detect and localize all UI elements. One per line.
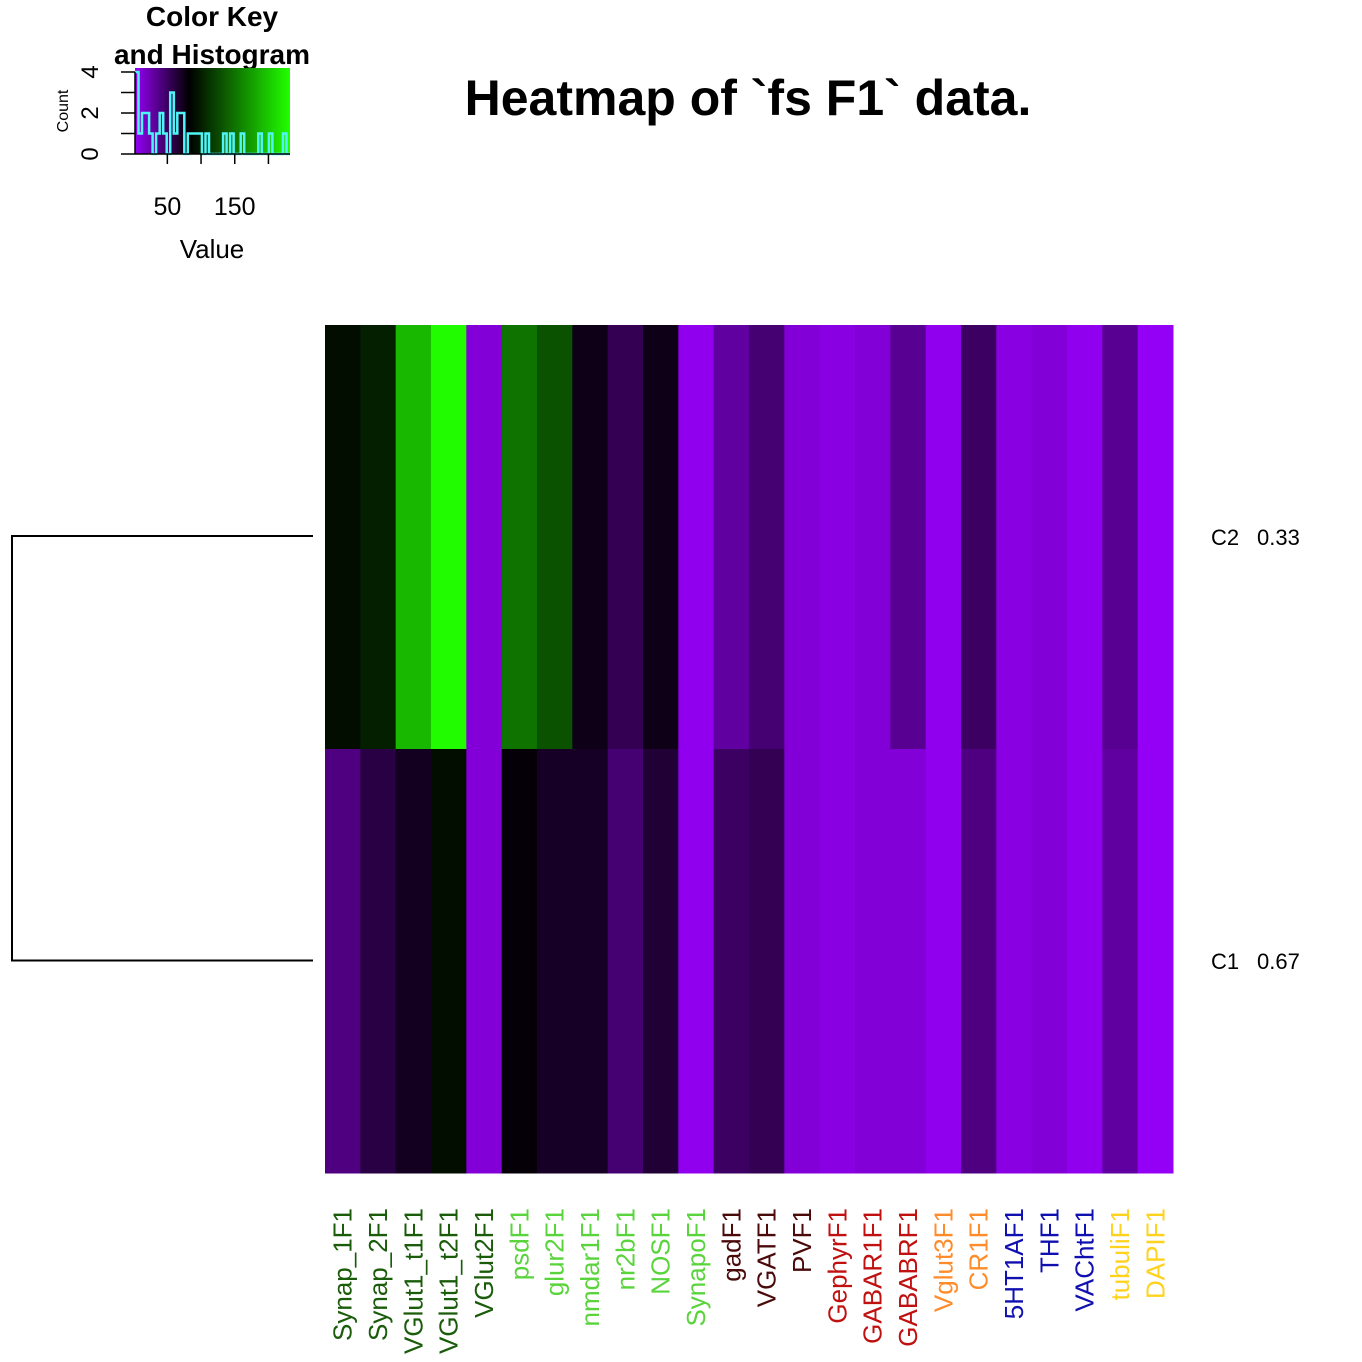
column-label: nmdar1F1 xyxy=(575,1208,605,1327)
heatmap-cell xyxy=(1137,325,1174,750)
heatmap-cell xyxy=(572,749,609,1174)
column-label: THF1 xyxy=(1034,1208,1064,1273)
heatmap-cell xyxy=(678,325,715,750)
heatmap-cell xyxy=(607,749,644,1174)
heatmap-cell xyxy=(1102,749,1139,1174)
column-label: nr2bF1 xyxy=(610,1208,640,1290)
heatmap-cell xyxy=(431,749,467,1174)
heatmap-cell xyxy=(431,325,467,750)
color-key-xlabel: Value xyxy=(180,234,245,264)
column-label: Synap_2F1 xyxy=(363,1208,393,1341)
heatmap-cell xyxy=(819,749,856,1174)
y-tick-label: 4 xyxy=(77,65,104,78)
heatmap-cell xyxy=(749,325,785,750)
heatmap-cell xyxy=(1067,749,1103,1174)
column-label: VAChtF1 xyxy=(1070,1208,1100,1312)
heatmap-cell xyxy=(325,749,361,1174)
row-fraction: 0.33 xyxy=(1257,525,1300,550)
heatmap-cell xyxy=(1067,325,1103,750)
column-labels: Synap_1F1 Synap_2F1 VGlut1_t1F1 VGlut1_t2F1… xyxy=(328,1208,1171,1354)
heatmap-cell xyxy=(1137,749,1174,1174)
column-label: VGlut1_t2F1 xyxy=(434,1208,464,1354)
heatmap-cell xyxy=(572,325,609,750)
heatmap-cell xyxy=(784,749,821,1174)
column-label: GABAR1F1 xyxy=(858,1208,888,1344)
heatmap-cell xyxy=(607,325,644,750)
heatmap-cell xyxy=(360,325,397,750)
color-key-title: Color Key xyxy=(146,1,279,32)
heatmap-cell xyxy=(961,749,997,1174)
column-label: Vglut3F1 xyxy=(928,1208,958,1312)
dendrogram-branch xyxy=(11,535,313,962)
color-key: Color Key and Histogram 50 150 0 2 4 Value C… xyxy=(55,1,310,264)
heatmap-cell xyxy=(537,749,573,1174)
column-label: PVF1 xyxy=(787,1208,817,1273)
column-label: psdF1 xyxy=(504,1208,534,1280)
row-labels: C2 0.33 C1 0.67 xyxy=(1211,525,1300,974)
heatmap-cell xyxy=(1031,749,1068,1174)
x-tick-label: 50 xyxy=(153,193,181,221)
heatmap-cell xyxy=(819,325,856,750)
y-tick-label: 0 xyxy=(77,147,104,160)
column-label: CR1F1 xyxy=(964,1208,994,1290)
heatmap-cell xyxy=(996,749,1033,1174)
row-dendrogram xyxy=(11,535,313,962)
color-key-subtitle: and Histogram xyxy=(114,39,310,70)
heatmap-cell xyxy=(855,325,891,750)
column-label: VGATF1 xyxy=(752,1208,782,1307)
column-label: Synap_1F1 xyxy=(328,1208,358,1341)
heatmap-cell xyxy=(325,325,361,750)
heatmap-cell xyxy=(395,749,432,1174)
heatmap-cell xyxy=(749,749,785,1174)
column-label: gadF1 xyxy=(716,1208,746,1282)
heatmap-cell xyxy=(925,325,962,750)
heatmap-cell xyxy=(643,325,679,750)
column-label: VGlut1_t1F1 xyxy=(398,1208,428,1354)
column-label: NOSF1 xyxy=(646,1208,676,1295)
heatmap-cell xyxy=(713,325,750,750)
heatmap-cell xyxy=(961,325,997,750)
heatmap-cell xyxy=(395,325,432,750)
column-label: GephyrF1 xyxy=(822,1208,852,1324)
heatmap-cell xyxy=(1102,325,1139,750)
heatmap-cell xyxy=(784,325,821,750)
heatmap-cell xyxy=(537,325,573,750)
heatmap-cell xyxy=(713,749,750,1174)
column-label: SynapoF1 xyxy=(681,1208,711,1327)
row-label: C2 xyxy=(1211,525,1239,550)
column-label: 5HT1AF1 xyxy=(999,1208,1029,1319)
row-fraction: 0.67 xyxy=(1257,949,1300,974)
heatmap-cell xyxy=(678,749,715,1174)
column-label: tubuliF1 xyxy=(1105,1208,1135,1301)
heatmap-cell xyxy=(996,325,1033,750)
row-label: C1 xyxy=(1211,949,1239,974)
y-tick-label: 2 xyxy=(77,106,104,119)
x-tick-label: 150 xyxy=(214,193,256,221)
heatmap-cell xyxy=(925,749,962,1174)
heatmap-cell xyxy=(890,325,927,750)
column-label: DAPIF1 xyxy=(1140,1208,1170,1299)
heatmap-cell xyxy=(890,749,927,1174)
heatmap-grid xyxy=(325,325,1174,1174)
heatmap-cell xyxy=(643,749,679,1174)
heatmap-cell xyxy=(855,749,891,1174)
heatmap-cell xyxy=(360,749,397,1174)
color-key-gradient xyxy=(135,68,290,154)
column-label: VGlut2F1 xyxy=(469,1208,499,1318)
column-label: GABABRF1 xyxy=(893,1208,923,1347)
heatmap-cell xyxy=(466,325,503,750)
heatmap-cell xyxy=(501,325,538,750)
heatmap-cell xyxy=(466,749,503,1174)
column-label: glur2F1 xyxy=(540,1208,570,1296)
color-key-ylabel: Count xyxy=(55,89,72,132)
heatmap-cell xyxy=(1031,325,1068,750)
chart-title: Heatmap of `fs F1` data. xyxy=(465,70,1032,126)
heatmap-cell xyxy=(501,749,538,1174)
